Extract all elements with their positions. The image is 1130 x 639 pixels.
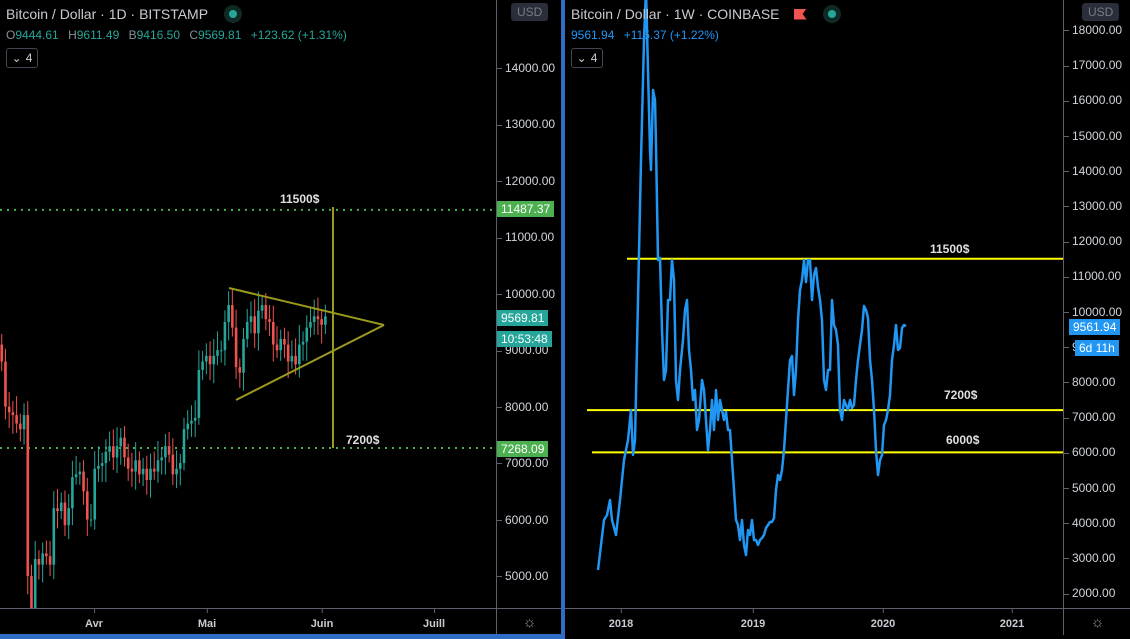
price-tick: 14000.00 xyxy=(1064,164,1122,178)
price-tick: 17000.00 xyxy=(1064,58,1122,72)
left-legend: Bitcoin / Dollar · 1D · BITSTAMP O9444.6… xyxy=(6,4,353,68)
price-tick: 3000.00 xyxy=(1064,551,1115,565)
currency-label[interactable]: USD xyxy=(511,3,549,21)
bar-countdown-tag: 6d 11h xyxy=(1075,340,1119,356)
right-chart-panel[interactable]: Bitcoin / Dollar · 1W · COINBASE 9561.94… xyxy=(565,0,1130,639)
left-chart-panel[interactable]: Bitcoin / Dollar · 1D · BITSTAMP O9444.6… xyxy=(0,0,562,639)
level-label-6000: 6000$ xyxy=(946,433,980,447)
price-tick: 2000.00 xyxy=(1064,586,1115,600)
price-tick: 15000.00 xyxy=(1064,129,1122,143)
indicators-toggle-button[interactable]: ⌄ 4 xyxy=(6,48,38,68)
chart-settings-gear-icon[interactable]: ☼ xyxy=(1063,608,1130,635)
price-tick: 5000.00 xyxy=(497,569,548,583)
flag-icon[interactable] xyxy=(793,8,807,20)
support-price-tag: 7268.09 xyxy=(497,441,549,457)
target-label-top: 11500$ xyxy=(280,192,320,206)
level-label-7200: 7200$ xyxy=(944,388,978,402)
time-axis[interactable]: 2018 2019 2020 2021 xyxy=(565,608,1063,635)
time-axis[interactable]: Avr Mai Juin Juill xyxy=(0,608,496,635)
symbol-name: Bitcoin / Dollar xyxy=(571,6,662,22)
currency-label[interactable]: USD xyxy=(1082,3,1120,21)
price-tick: 12000.00 xyxy=(1064,234,1122,248)
market-open-status-icon xyxy=(822,5,841,23)
price-tick: 6000.00 xyxy=(497,513,548,527)
price-tick: 7000.00 xyxy=(497,456,548,470)
right-legend: Bitcoin / Dollar · 1W · COINBASE 9561.94… xyxy=(571,4,841,68)
resistance-price-tag: 11487.37 xyxy=(497,201,555,217)
bar-countdown-tag: 10:53:48 xyxy=(497,331,552,347)
price-tick: 6000.00 xyxy=(1064,445,1115,459)
price-axis[interactable]: USD 18000.00 17000.00 16000.00 15000.00 1400… xyxy=(1063,0,1130,608)
active-panel-border xyxy=(0,634,562,639)
interval: 1D xyxy=(108,6,127,22)
ohlc-values: O9444.61 H9611.49 B9416.50 C9569.81 +123… xyxy=(6,28,347,42)
price-tick: 13000.00 xyxy=(1064,199,1122,213)
quote-values: 9561.94 +115.37 (+1.22%) xyxy=(571,28,719,42)
price-tick: 13000.00 xyxy=(497,117,555,131)
exchange: BITSTAMP xyxy=(139,6,209,22)
price-tick: 11000.00 xyxy=(497,230,554,244)
price-tick: 10000.00 xyxy=(497,287,555,301)
chevron-down-icon: ⌄ xyxy=(11,51,22,65)
panel-divider[interactable] xyxy=(561,0,565,639)
left-symbol-title[interactable]: Bitcoin / Dollar · 1D · BITSTAMP xyxy=(6,4,353,24)
price-tick: 14000.00 xyxy=(497,61,555,75)
market-open-status-icon xyxy=(224,5,243,23)
interval: 1W xyxy=(673,6,695,22)
last-price-tag: 9569.81 xyxy=(497,310,549,326)
price-tick: 8000.00 xyxy=(497,400,548,414)
price-tick: 16000.00 xyxy=(1064,93,1122,107)
price-tick: 8000.00 xyxy=(1064,375,1115,389)
price-tick: 12000.00 xyxy=(497,174,555,188)
chart-settings-gear-icon[interactable]: ☼ xyxy=(496,608,562,635)
price-tick: 11000.00 xyxy=(1064,269,1121,283)
exchange: COINBASE xyxy=(707,6,780,22)
price-tick: 5000.00 xyxy=(1064,481,1115,495)
right-symbol-title[interactable]: Bitcoin / Dollar · 1W · COINBASE xyxy=(571,4,841,24)
last-price-tag: 9561.94 xyxy=(1069,319,1121,335)
chevron-down-icon: ⌄ xyxy=(576,51,587,65)
price-tick: 4000.00 xyxy=(1064,516,1115,530)
level-label-11500: 11500$ xyxy=(930,242,970,256)
price-axis[interactable]: USD 14000.00 13000.00 12000.00 11000.00 1000… xyxy=(496,0,563,608)
indicators-toggle-button[interactable]: ⌄ 4 xyxy=(571,48,603,68)
price-tick: 10000.00 xyxy=(1064,305,1122,319)
candlestick-plot[interactable] xyxy=(0,0,496,608)
line-plot[interactable] xyxy=(565,0,1063,608)
target-label-bottom: 7200$ xyxy=(346,433,380,447)
price-tick: 18000.00 xyxy=(1064,23,1122,37)
price-tick: 7000.00 xyxy=(1064,410,1115,424)
symbol-name: Bitcoin / Dollar xyxy=(6,6,97,22)
change: +123.62 (+1.31%) xyxy=(250,28,347,42)
